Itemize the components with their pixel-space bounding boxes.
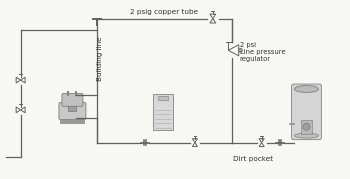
Bar: [68, 106, 76, 111]
Bar: [61, 119, 84, 123]
Ellipse shape: [294, 133, 318, 138]
Circle shape: [303, 123, 310, 130]
Bar: [301, 120, 313, 134]
Ellipse shape: [294, 86, 318, 93]
Bar: [158, 96, 168, 100]
Bar: [153, 94, 173, 130]
Text: 2 psi
Line pressure
regulator: 2 psi Line pressure regulator: [240, 42, 285, 62]
FancyBboxPatch shape: [62, 93, 83, 106]
FancyBboxPatch shape: [292, 84, 321, 140]
Text: Building line: Building line: [97, 36, 103, 81]
Text: 2 psig copper tube: 2 psig copper tube: [131, 9, 198, 14]
FancyBboxPatch shape: [59, 102, 86, 120]
Text: Dirt pocket: Dirt pocket: [233, 156, 273, 163]
